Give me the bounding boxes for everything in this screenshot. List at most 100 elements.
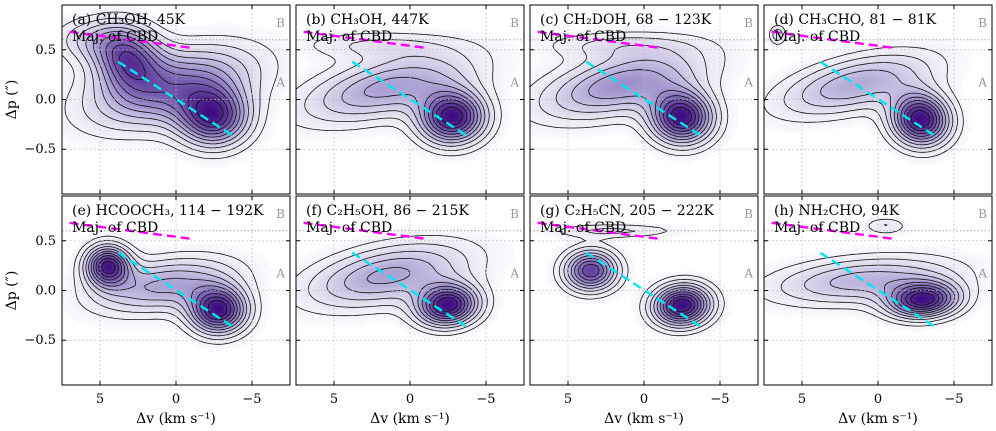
heatmap-cell xyxy=(304,102,308,107)
heatmap-cell xyxy=(195,86,200,91)
heatmap-cell xyxy=(201,112,206,117)
heatmap-cell xyxy=(192,141,196,145)
heatmap-cell xyxy=(82,86,87,91)
heatmap-cell xyxy=(198,67,203,72)
heatmap-cell xyxy=(137,141,142,145)
heatmap-cell xyxy=(300,105,305,110)
heatmap-cell xyxy=(503,38,507,43)
heatmap-cell xyxy=(403,89,408,94)
heatmap-cell xyxy=(304,48,308,53)
heatmap-cell xyxy=(108,115,113,120)
heatmap-cell xyxy=(371,41,376,46)
heatmap-cell xyxy=(275,73,280,78)
heatmap-cell xyxy=(237,29,241,33)
heatmap-cell xyxy=(503,102,507,107)
heatmap-cell xyxy=(336,83,340,88)
heatmap-cell xyxy=(461,96,466,101)
heatmap-cell xyxy=(217,64,222,69)
heatmap-cell xyxy=(185,83,190,88)
heatmap-cell xyxy=(102,125,106,129)
heatmap-cell xyxy=(156,73,161,78)
heatmap-cell xyxy=(332,86,337,91)
heatmap-cell xyxy=(76,19,81,24)
heatmap-cell xyxy=(237,99,241,104)
heatmap-cell xyxy=(272,121,277,126)
heatmap-cell xyxy=(278,51,283,56)
heatmap-cell xyxy=(326,54,331,59)
heatmap-cell xyxy=(355,83,360,88)
heatmap-cell xyxy=(172,125,177,129)
heatmap-cell xyxy=(297,80,302,85)
heatmap-cell xyxy=(211,38,216,43)
heatmap-cell xyxy=(320,89,324,94)
heatmap-cell xyxy=(176,153,180,158)
heatmap-cell xyxy=(320,80,324,85)
heatmap-cell xyxy=(63,41,68,46)
heatmap-cell xyxy=(329,45,334,49)
heatmap-cell xyxy=(62,25,65,30)
heatmap-cell xyxy=(127,118,132,123)
heatmap-cell xyxy=(461,45,466,49)
heatmap-cell xyxy=(108,38,113,43)
heatmap-cell xyxy=(316,93,321,97)
heatmap-cell xyxy=(403,105,408,110)
heatmap-cell xyxy=(339,102,344,107)
heatmap-cell xyxy=(454,96,459,101)
heatmap-cell xyxy=(124,121,129,126)
heatmap-cell xyxy=(211,134,216,139)
heatmap-cell xyxy=(220,77,225,81)
heatmap-cell xyxy=(86,9,90,14)
heatmap-cell xyxy=(400,99,405,104)
heatmap-cell xyxy=(198,157,203,161)
heatmap-cell xyxy=(397,102,401,107)
heatmap-cell xyxy=(413,48,418,53)
heatmap-cell xyxy=(259,61,264,65)
heatmap-cell xyxy=(131,61,135,65)
heatmap-cell xyxy=(95,64,100,69)
heatmap-cell xyxy=(381,41,385,46)
heatmap-cell xyxy=(416,67,421,72)
heatmap-cell xyxy=(105,109,110,113)
heatmap-cell xyxy=(454,32,459,37)
heatmap-cell xyxy=(211,105,216,110)
heatmap-cell xyxy=(371,86,376,91)
heatmap-cell xyxy=(179,48,184,53)
heatmap-cell xyxy=(76,29,81,33)
heatmap-cell xyxy=(499,73,504,78)
heatmap-cell xyxy=(454,99,459,104)
heatmap-cell xyxy=(124,51,129,56)
heatmap-cell xyxy=(438,29,443,33)
heatmap-cell xyxy=(233,25,238,30)
heatmap-cell xyxy=(464,109,469,113)
heatmap-cell xyxy=(477,51,482,56)
heatmap-cell xyxy=(413,25,418,30)
heatmap-cell xyxy=(95,48,100,53)
heatmap-cell xyxy=(243,41,248,46)
heatmap-cell xyxy=(310,51,315,56)
heatmap-cell xyxy=(432,118,437,123)
heatmap-cell xyxy=(487,64,491,69)
heatmap-cell xyxy=(493,41,498,46)
heatmap-cell xyxy=(188,112,193,117)
heatmap-cell xyxy=(381,83,385,88)
heatmap-cell xyxy=(348,48,353,53)
heatmap-cell xyxy=(153,51,158,56)
heatmap-cell xyxy=(316,67,321,72)
heatmap-cell xyxy=(419,93,424,97)
heatmap-cell xyxy=(243,153,248,158)
heatmap-cell xyxy=(188,109,193,113)
heatmap-cell xyxy=(374,41,379,46)
heatmap-cell xyxy=(393,35,398,40)
heatmap-cell xyxy=(98,131,103,136)
heatmap-cell xyxy=(143,35,148,40)
heatmap-cell xyxy=(89,61,94,65)
heatmap-cell xyxy=(329,115,334,120)
heatmap-cell xyxy=(208,137,212,142)
heatmap-cell xyxy=(86,80,90,85)
heatmap-cell xyxy=(471,80,475,85)
heatmap-cell xyxy=(86,70,90,75)
heatmap-cell xyxy=(237,51,241,56)
heatmap-cell xyxy=(62,41,65,46)
heatmap-cell xyxy=(62,77,65,81)
heatmap-cell xyxy=(512,57,517,62)
